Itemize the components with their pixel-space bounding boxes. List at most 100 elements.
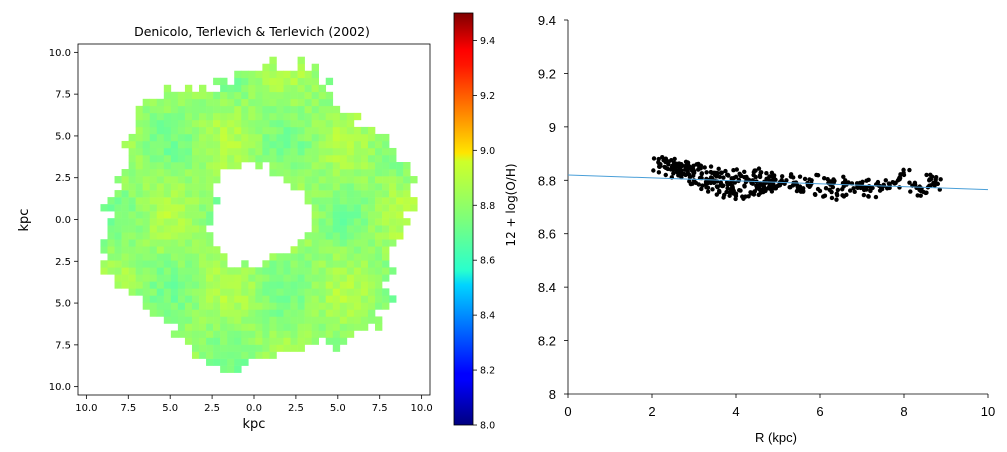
- heatmap-cell: [325, 133, 334, 142]
- heatmap-cell: [149, 190, 158, 198]
- heatmap-cell: [156, 169, 165, 177]
- heatmap-cell: [184, 239, 193, 247]
- right-y-tick-label: 9.2: [538, 66, 556, 81]
- heatmap-cell: [128, 211, 136, 219]
- heatmap-cell: [318, 169, 327, 177]
- heatmap-cell: [191, 246, 200, 254]
- heatmap-cell: [177, 274, 186, 282]
- heatmap-cell: [332, 260, 341, 268]
- heatmap-cell: [227, 295, 235, 303]
- heatmap-cell: [220, 105, 228, 114]
- heatmap-cell: [389, 162, 397, 170]
- heatmap-cell: [234, 91, 242, 100]
- left-y-tick-label: 5.0: [55, 299, 71, 310]
- heatmap-cell: [142, 260, 151, 268]
- heatmap-cell: [114, 176, 122, 184]
- heatmap-cell: [297, 295, 305, 303]
- heatmap-cell: [339, 246, 348, 254]
- heatmap-cell: [114, 246, 122, 254]
- heatmap-cell: [353, 204, 362, 212]
- heatmap-cell: [283, 84, 291, 93]
- heatmap-cell: [375, 190, 383, 198]
- heatmap-cell: [304, 288, 312, 296]
- scatter-point: [756, 192, 761, 198]
- heatmap-cell: [290, 84, 298, 93]
- heatmap-cell: [191, 197, 200, 205]
- heatmap-cell: [241, 351, 249, 359]
- heatmap-cell: [311, 239, 320, 247]
- heatmap-cell: [184, 197, 193, 205]
- heatmap-cell: [332, 154, 341, 163]
- heatmap-cell: [353, 288, 362, 296]
- heatmap-cell: [206, 246, 214, 254]
- heatmap-cell: [304, 176, 312, 184]
- heatmap-cell: [290, 154, 298, 163]
- heatmap-cell: [128, 267, 136, 275]
- heatmap-cell: [332, 302, 341, 310]
- heatmap-cell: [163, 126, 172, 135]
- heatmap-cell: [149, 154, 158, 163]
- heatmap-cell: [135, 274, 144, 282]
- heatmap-cell: [332, 337, 341, 345]
- heatmap-cell: [318, 232, 327, 240]
- heatmap-cell: [283, 281, 291, 289]
- heatmap-cell: [241, 309, 249, 317]
- heatmap-cell: [269, 70, 277, 79]
- heatmap-cell: [276, 147, 284, 156]
- scatter-point: [651, 156, 657, 161]
- scatter-point: [828, 182, 833, 187]
- scatter-point: [921, 189, 926, 195]
- heatmap-cell: [206, 309, 214, 317]
- heatmap-cell: [142, 112, 151, 121]
- heatmap-cell: [184, 162, 193, 170]
- scatter-point: [815, 186, 821, 192]
- heatmap-cell: [156, 183, 165, 191]
- scatter-point: [787, 184, 792, 190]
- heatmap-cell: [248, 330, 256, 338]
- heatmap-cell: [234, 344, 242, 352]
- heatmap-cell: [325, 316, 334, 324]
- heatmap-cell: [213, 309, 221, 317]
- heatmap-cell: [163, 119, 172, 128]
- left-x-tick-label: 10.0: [75, 403, 97, 414]
- heatmap-cell: [325, 302, 334, 310]
- heatmap-cell: [269, 169, 277, 177]
- heatmap-cell: [121, 281, 129, 289]
- heatmap-cell: [311, 112, 320, 121]
- heatmap-cell: [177, 309, 186, 317]
- scatter-point: [731, 175, 737, 181]
- heatmap-cell: [311, 267, 320, 275]
- heatmap-cell: [290, 281, 298, 289]
- heatmap-cell: [346, 162, 355, 170]
- heatmap-cell: [241, 267, 249, 275]
- heatmap-cell: [360, 281, 369, 289]
- scatter-point: [831, 177, 836, 182]
- heatmap-cell: [191, 232, 200, 240]
- heatmap-cell: [346, 154, 355, 163]
- heatmap-cell: [135, 119, 144, 128]
- left-y-tick-label: 5.0: [55, 131, 71, 142]
- heatmap-cell: [199, 351, 207, 359]
- scatter-point: [788, 172, 794, 177]
- heatmap-cell: [191, 133, 200, 142]
- heatmap-cell: [339, 281, 348, 289]
- heatmap-cell: [220, 77, 228, 86]
- heatmap-cell: [213, 169, 221, 177]
- heatmap-cell: [163, 176, 172, 184]
- heatmap-cell: [100, 267, 108, 275]
- colorbar: 8.0 8.2 8.4 8.6 8.8 9.0 9.2 9.4 12 + log(O/H): [453, 12, 518, 432]
- scatter-point: [702, 165, 707, 170]
- heatmap-cell: [375, 154, 383, 163]
- heatmap-cell: [262, 133, 270, 142]
- heatmap-cell: [234, 126, 242, 135]
- heatmap-cell: [360, 204, 369, 212]
- scatter-point: [721, 175, 726, 180]
- heatmap-cell: [163, 133, 172, 142]
- heatmap-cell: [163, 253, 172, 261]
- colorbar-gradient: [453, 12, 474, 426]
- heatmap-cell: [290, 133, 298, 142]
- heatmap-cell: [311, 140, 320, 149]
- heatmap-cell: [269, 281, 277, 289]
- heatmap-cell: [290, 119, 298, 128]
- heatmap-cell: [227, 126, 235, 135]
